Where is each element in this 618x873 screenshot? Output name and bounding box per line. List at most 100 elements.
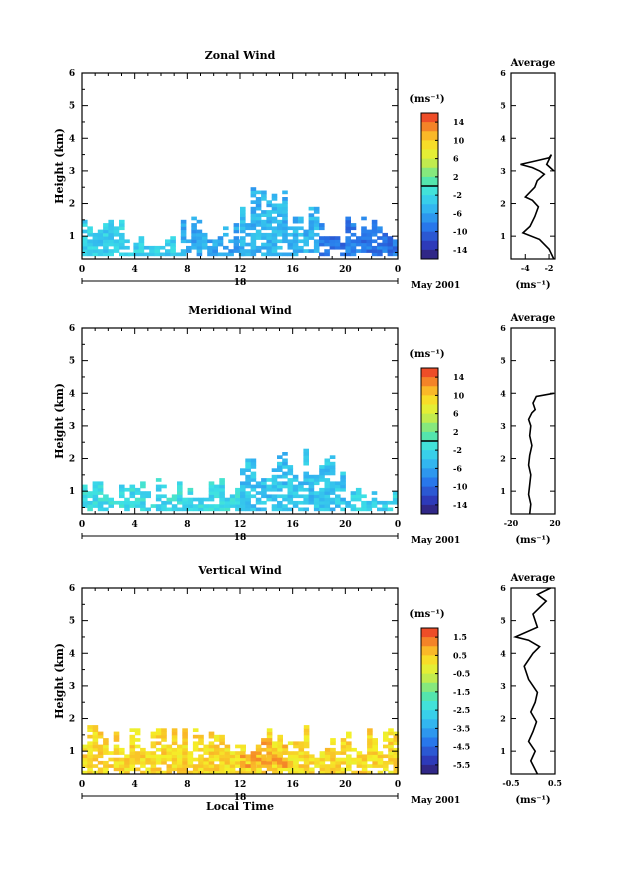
colorbar-band — [421, 664, 438, 675]
heatmap-cell — [150, 764, 157, 768]
heatmap-cell — [355, 507, 362, 512]
heatmap-cell — [292, 219, 299, 224]
heatmap-cell — [255, 216, 262, 221]
heatmap-cell — [134, 731, 141, 736]
heatmap-cell — [271, 232, 278, 237]
heatmap-cell — [272, 741, 278, 746]
heatmap-cell — [214, 494, 220, 499]
heatmap-cell — [198, 734, 204, 739]
heatmap-cell — [124, 507, 130, 512]
heatmap-cell — [171, 507, 178, 512]
heatmap-cell — [329, 497, 336, 502]
heatmap-cell — [161, 770, 167, 775]
heatmap-cell — [371, 245, 378, 250]
heatmap-cell — [97, 744, 104, 749]
heatmap-cell — [256, 754, 262, 759]
heatmap-cell — [277, 203, 283, 208]
heatmap-cell — [292, 245, 299, 250]
heatmap-cell — [292, 252, 299, 257]
heatmap-cell — [182, 770, 188, 775]
heatmap-cell — [261, 754, 267, 759]
heatmap-cell — [272, 767, 278, 772]
heatmap-cell — [113, 757, 120, 762]
heatmap-cell — [97, 236, 104, 240]
heatmap-cell — [208, 767, 215, 772]
heatmap-cell — [240, 239, 246, 244]
heatmap-cell — [113, 245, 120, 250]
profile-y-tick-label: 2 — [500, 454, 506, 464]
heatmap-cell — [282, 223, 288, 227]
heatmap-cell — [128, 252, 134, 257]
heatmap-cell — [377, 751, 384, 755]
heatmap-cell — [277, 500, 283, 505]
heatmap-cell — [383, 760, 389, 765]
heatmap-cell — [372, 741, 378, 746]
heatmap-cell — [319, 223, 325, 227]
heatmap-cell — [103, 760, 109, 765]
heatmap-cell — [277, 744, 283, 749]
heatmap-cell — [240, 471, 246, 476]
heatmap-cell — [313, 226, 320, 231]
heatmap-cell — [392, 249, 399, 253]
heatmap-cell — [277, 738, 283, 742]
heatmap-cell — [308, 494, 315, 499]
y-tick-label: 6 — [69, 584, 75, 594]
heatmap-cell — [303, 734, 310, 739]
heatmap-cell — [180, 226, 187, 231]
colorbar-band — [421, 386, 438, 396]
x-tick-label: 16 — [286, 520, 299, 530]
heatmap-cell — [103, 229, 109, 234]
heatmap-cell — [198, 767, 204, 772]
heatmap-cell — [309, 770, 315, 775]
heatmap-cell — [282, 474, 288, 479]
heatmap-cell — [182, 751, 188, 755]
heatmap-cell — [103, 744, 109, 749]
heatmap-cell — [309, 757, 315, 762]
heatmap-cell — [334, 236, 341, 240]
heatmap-cell — [377, 760, 384, 765]
heatmap-cell — [266, 213, 272, 217]
heatmap-cell — [240, 744, 246, 749]
heatmap-cell — [87, 500, 93, 505]
heatmap-cell — [82, 491, 88, 495]
colorbar-tick-label: -5.5 — [453, 760, 470, 770]
heatmap-cell — [308, 497, 315, 502]
heatmap-cell — [308, 487, 315, 492]
heatmap-cell — [245, 252, 251, 257]
heatmap-cell — [191, 245, 197, 250]
heatmap-cell — [361, 757, 368, 762]
heatmap-cell — [282, 190, 288, 195]
heatmap-cell — [250, 478, 257, 482]
heatmap-cell — [119, 751, 125, 755]
heatmap-cell — [155, 484, 162, 489]
heatmap-cell — [345, 216, 351, 221]
heatmap-cell — [282, 507, 288, 512]
heatmap-cell — [182, 497, 188, 502]
heatmap-cell — [87, 757, 93, 762]
heatmap-cell — [182, 747, 188, 752]
heatmap-cell — [201, 242, 208, 247]
heatmap-cell — [92, 491, 99, 495]
heatmap-cell — [113, 747, 120, 752]
heatmap-cell — [108, 226, 114, 231]
heatmap-cell — [319, 760, 326, 765]
heatmap-cell — [271, 481, 278, 486]
heatmap-cell — [271, 216, 278, 221]
day-label: 18 — [234, 793, 247, 803]
heatmap-cell — [266, 764, 272, 768]
heatmap-cell — [287, 252, 294, 257]
heatmap-cell — [119, 252, 125, 257]
heatmap-cell — [282, 471, 288, 476]
heatmap-cell — [309, 767, 315, 772]
heatmap-cell — [382, 239, 388, 244]
heatmap-cell — [250, 223, 257, 227]
heatmap-cell — [177, 751, 183, 755]
heatmap-cell — [345, 226, 351, 231]
heatmap-cell — [377, 229, 383, 234]
heatmap-cell — [166, 497, 173, 502]
heatmap-cell — [245, 767, 252, 772]
heatmap-cell — [313, 497, 320, 502]
heatmap-cell — [324, 249, 330, 253]
heatmap-cell — [261, 491, 267, 495]
heatmap-cell — [372, 738, 378, 742]
